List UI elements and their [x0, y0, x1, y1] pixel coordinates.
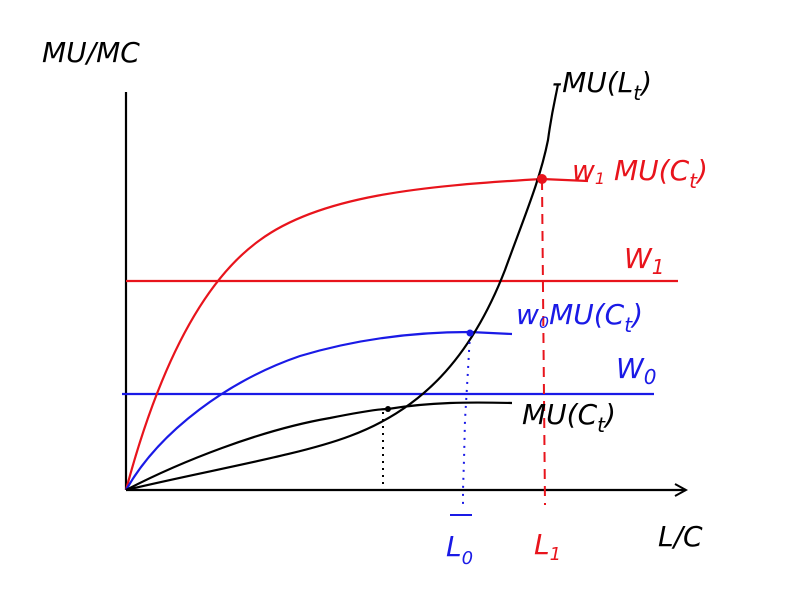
w1-mu-c-w: w — [572, 154, 595, 187]
w0-line-subscript: 0 — [644, 365, 657, 389]
w0-mu-c-w: w — [516, 298, 539, 331]
mu-c-label: MU(Ct) — [522, 398, 616, 437]
w0-equilibrium-point — [466, 329, 474, 337]
w1-line-subscript: 1 — [652, 255, 665, 279]
mu-leisure-close: ) — [639, 66, 652, 99]
w1-mu-c-tail: MU(C — [605, 154, 689, 187]
w1-mu-c-w-subscript: 1 — [595, 169, 605, 188]
l0-label: L0 — [446, 530, 473, 569]
l0-dotted-drop — [462, 333, 471, 505]
mu-c-curve — [125, 401, 513, 491]
w0-line-w: W — [616, 352, 645, 385]
w1-mu-c-label: w1 MU(Ct) — [572, 154, 708, 193]
l0-subscript: 0 — [462, 548, 473, 569]
l1-main: L — [534, 528, 550, 561]
mu-c-close: ) — [603, 398, 616, 431]
x-axis-label: L/C — [658, 520, 703, 553]
w0-mu-c-tail-subscript: t — [624, 313, 633, 337]
mu-c-subscript: t — [597, 413, 606, 437]
w1-line-label: W1 — [624, 242, 664, 279]
l1-label: L1 — [534, 528, 561, 565]
w1-mu-c-tail-subscript: t — [689, 169, 698, 193]
w0-mu-c-label: w0MU(Ct) — [516, 298, 643, 337]
w0-mu-c-close: ) — [630, 298, 643, 331]
y-axis-label: MU/MC — [42, 36, 140, 69]
mu-leisure-main: -MU(L — [552, 66, 633, 99]
mu-leisure-label: -MU(Lt) — [552, 66, 652, 105]
mu-c-intersection-point — [385, 406, 391, 412]
mu-leisure-subscript: t — [633, 81, 642, 105]
mu-leisure-curve — [125, 83, 560, 492]
mu-c-main: MU(C — [522, 398, 598, 431]
w0-mu-c-tail: MU(C — [549, 298, 625, 331]
w1-mu-c-close: ) — [695, 154, 708, 187]
w0-line-label: W0 — [616, 352, 656, 389]
l1-subscript: 1 — [550, 544, 561, 565]
w0-mu-c-w-subscript: 0 — [539, 313, 549, 332]
w1-equilibrium-point — [537, 174, 547, 184]
w0-mu-c-curve — [125, 330, 513, 491]
w1-mu-c-curve — [124, 177, 589, 491]
w1-line-w: W — [624, 242, 653, 275]
l1-dashed-drop — [541, 179, 546, 506]
l0-main: L — [446, 530, 462, 563]
